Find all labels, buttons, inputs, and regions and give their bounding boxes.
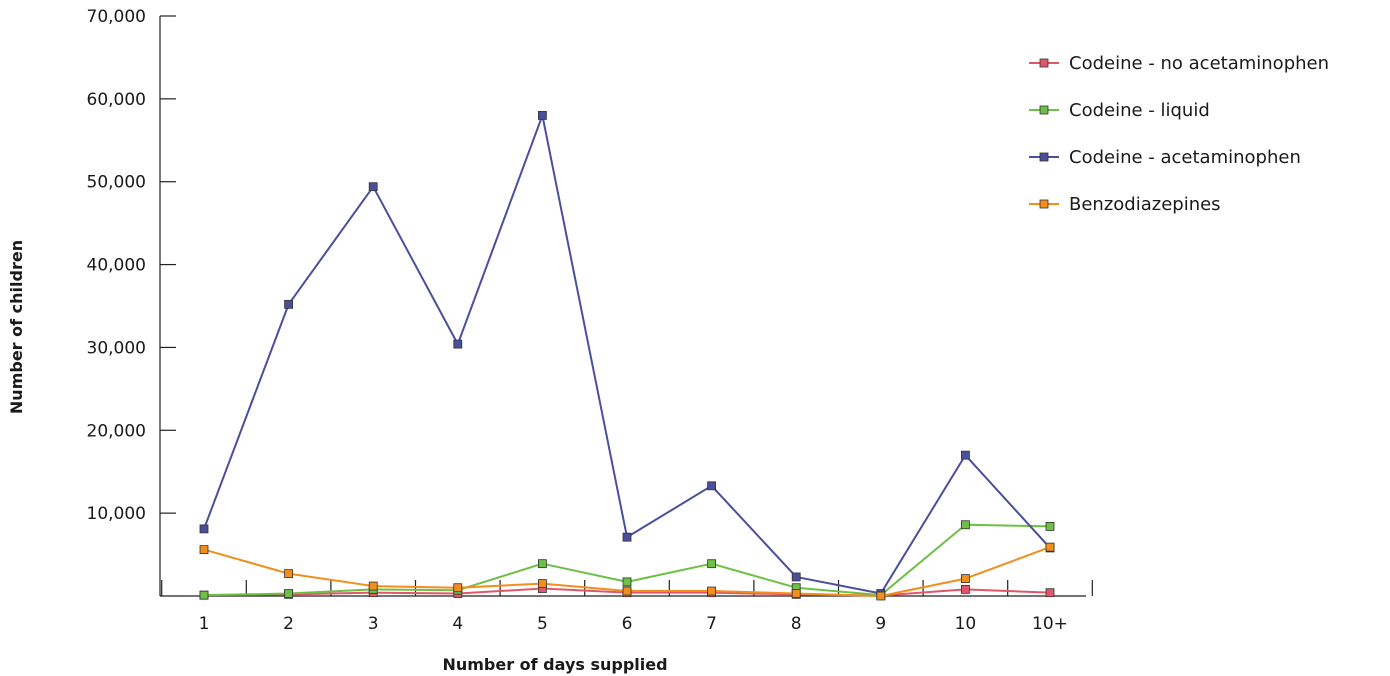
legend-swatch-marker — [1039, 105, 1049, 115]
data-point — [791, 589, 801, 598]
data-point — [622, 577, 632, 587]
data-point — [199, 524, 209, 534]
data-point — [538, 111, 547, 120]
data-point — [707, 586, 716, 596]
y-axis-title: Number of children — [7, 240, 26, 414]
data-point — [961, 450, 970, 460]
data-point — [961, 520, 970, 530]
legend-item: Codeine - no acetaminophen — [1029, 53, 1329, 74]
x-tick-label: 4 — [452, 614, 463, 634]
data-point — [538, 559, 547, 569]
data-point — [284, 589, 294, 598]
y-tick-label: 30,000 — [87, 338, 146, 358]
data-point — [284, 299, 294, 309]
series-layer — [199, 111, 1055, 601]
x-tick-label: 6 — [622, 614, 633, 634]
data-point — [199, 545, 209, 554]
y-tick-label: 40,000 — [87, 256, 146, 276]
x-tick-label: 5 — [537, 614, 548, 634]
axes — [159, 16, 1086, 597]
data-point — [1045, 542, 1055, 552]
series-line — [203, 114, 1051, 595]
data-point — [707, 559, 716, 569]
x-tick-label: 2 — [283, 614, 294, 634]
x-tick-label: 10 — [955, 614, 977, 634]
legend: Codeine - no acetaminophen Codeine - liqu… — [1029, 53, 1329, 215]
data-point — [453, 339, 463, 349]
x-ticks: 1 2 3 4 5 6 7 8 9 10 10+ — [161, 580, 1093, 634]
data-point — [622, 532, 632, 542]
series-2 — [199, 111, 1055, 598]
y-tick-label: 50,000 — [87, 173, 146, 193]
x-tick-label: 1 — [199, 614, 210, 634]
legend-label: Codeine - acetaminophen — [1069, 147, 1301, 168]
data-point — [368, 182, 378, 192]
x-tick-label: 7 — [706, 614, 717, 634]
legend-item: Codeine - liquid — [1029, 100, 1210, 121]
data-point — [453, 583, 463, 593]
legend-swatch-marker — [1039, 199, 1049, 209]
data-point — [791, 572, 801, 582]
data-point — [538, 579, 547, 588]
x-axis-title: Number of days supplied — [442, 655, 667, 674]
legend-label: Codeine - liquid — [1069, 100, 1210, 121]
legend-swatch-marker — [1039, 58, 1049, 68]
legend-swatch-marker — [1039, 152, 1049, 162]
y-ticks: 10,000 20,000 30,000 40,000 50,000 60,000 70,0… — [87, 7, 176, 524]
data-point — [876, 591, 886, 601]
data-point — [961, 574, 970, 583]
legend-label: Benzodiazepines — [1069, 194, 1221, 215]
data-point — [1045, 588, 1055, 598]
x-tick-label: 10+ — [1032, 614, 1068, 634]
y-tick-label: 20,000 — [87, 421, 146, 441]
legend-item: Benzodiazepines — [1029, 194, 1221, 215]
x-tick-label: 9 — [875, 614, 886, 634]
data-point — [1045, 522, 1055, 531]
x-tick-label: 8 — [791, 614, 802, 634]
y-tick-label: 60,000 — [87, 90, 146, 110]
y-tick-label: 70,000 — [87, 7, 146, 27]
data-point — [622, 586, 632, 596]
x-tick-label: 3 — [368, 614, 379, 634]
data-point — [284, 569, 294, 579]
y-tick-label: 10,000 — [87, 504, 146, 524]
series-3 — [199, 542, 1055, 601]
legend-item: Codeine - acetaminophen — [1029, 147, 1301, 168]
data-point — [368, 581, 378, 591]
legend-label: Codeine - no acetaminophen — [1069, 53, 1329, 74]
data-point — [199, 590, 209, 600]
data-point — [961, 584, 970, 594]
data-point — [707, 481, 716, 491]
